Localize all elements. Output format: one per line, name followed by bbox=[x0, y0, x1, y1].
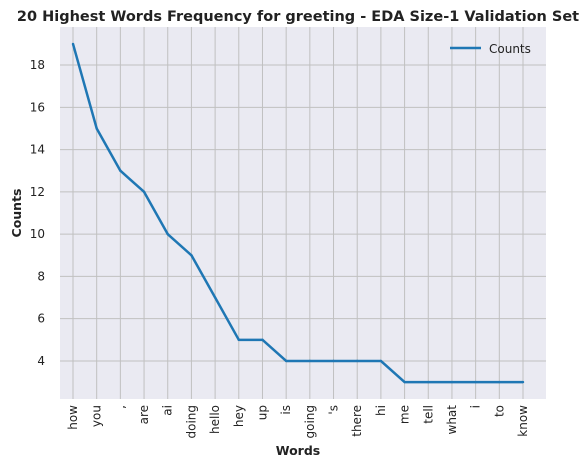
data-point bbox=[261, 338, 264, 342]
data-point bbox=[474, 380, 477, 384]
x-axis-label: Words bbox=[276, 443, 320, 458]
x-tick-label: hi bbox=[374, 405, 388, 416]
x-tick-label: doing bbox=[184, 405, 198, 439]
y-tick-label: 10 bbox=[30, 227, 45, 241]
y-tick-label: 18 bbox=[30, 58, 45, 72]
data-point bbox=[308, 359, 312, 363]
x-tick-label: up bbox=[255, 405, 269, 420]
x-tick-label: are bbox=[137, 405, 151, 424]
x-tick-label: me bbox=[398, 405, 412, 424]
x-tick-label: what bbox=[445, 405, 459, 435]
data-point bbox=[498, 380, 501, 384]
x-tick-label: going bbox=[303, 405, 317, 439]
y-tick-labels: 4 6 8 10 12 14 16 18 bbox=[30, 58, 45, 368]
data-point bbox=[95, 127, 98, 130]
y-tick-label: 4 bbox=[37, 354, 45, 368]
data-point bbox=[450, 380, 454, 384]
chart-title: 20 Highest Words Frequency for greeting … bbox=[17, 9, 579, 25]
legend: Counts bbox=[450, 42, 531, 56]
x-tick-label: 's bbox=[327, 405, 341, 415]
x-tick-label: you bbox=[90, 405, 104, 427]
data-point bbox=[190, 254, 193, 257]
data-point bbox=[521, 380, 525, 384]
x-tick-label: ai bbox=[161, 405, 175, 416]
x-tick-label: there bbox=[350, 405, 364, 437]
data-point bbox=[379, 359, 383, 363]
data-point bbox=[119, 169, 122, 172]
x-tick-label: to bbox=[492, 405, 506, 417]
data-point bbox=[213, 296, 217, 299]
y-tick-label: 12 bbox=[30, 185, 45, 199]
x-tick-label: tell bbox=[421, 405, 435, 424]
data-point bbox=[237, 338, 240, 342]
data-point bbox=[403, 380, 406, 384]
data-point bbox=[166, 232, 169, 236]
data-point bbox=[142, 190, 146, 194]
y-tick-label: 14 bbox=[30, 143, 45, 157]
data-point bbox=[332, 359, 335, 363]
x-tick-label: hello bbox=[208, 405, 222, 434]
x-tick-label: hey bbox=[232, 405, 246, 427]
data-point bbox=[356, 359, 359, 363]
series-group bbox=[71, 42, 525, 384]
data-point bbox=[284, 359, 288, 363]
x-tick-label: is bbox=[279, 405, 293, 415]
plot-area bbox=[60, 27, 546, 399]
y-tick-label: 6 bbox=[37, 312, 45, 326]
x-tick-label: how bbox=[66, 405, 80, 430]
data-point bbox=[71, 42, 75, 46]
x-tick-label: , bbox=[113, 405, 127, 409]
data-point bbox=[427, 380, 430, 384]
series-line-counts bbox=[71, 43, 523, 384]
x-tick-label: i bbox=[469, 405, 483, 408]
legend-label: Counts bbox=[489, 42, 531, 56]
y-tick-label: 8 bbox=[37, 269, 45, 283]
x-tick-labels: how you, are ai doing hello hey up is going 's ther… bbox=[66, 405, 530, 439]
y-axis-label: Counts bbox=[9, 189, 24, 238]
x-tick-label: know bbox=[516, 405, 530, 437]
grid-lines bbox=[60, 27, 546, 399]
y-tick-label: 16 bbox=[30, 100, 45, 114]
